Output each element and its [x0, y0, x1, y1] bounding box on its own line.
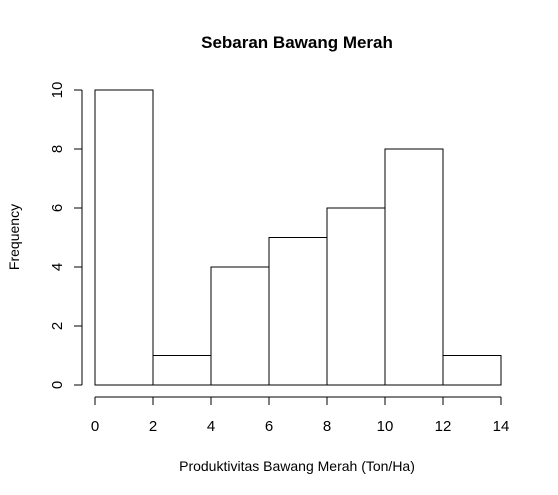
y-tick-label-4: 8	[49, 145, 66, 153]
y-tick-label-2: 4	[49, 263, 66, 271]
y-tick-label-5: 10	[49, 82, 66, 99]
x-tick-label-4: 8	[323, 418, 331, 435]
histogram-bar-4	[326, 207, 386, 386]
x-tick-label-2: 4	[207, 418, 215, 435]
chart-title: Sebaran Bawang Merah	[201, 33, 393, 52]
histogram-bar-5	[384, 148, 444, 386]
x-tick-label-0: 0	[91, 418, 99, 435]
histogram-bar-2	[210, 266, 270, 386]
histogram-bar-0	[94, 89, 154, 386]
bar-group	[94, 89, 502, 386]
x-axis: 0 2 4 6 8 10 12 14	[91, 396, 510, 435]
x-tick-label-1: 2	[149, 418, 157, 435]
y-tick-label-1: 2	[49, 322, 66, 330]
x-tick-label-7: 14	[493, 418, 510, 435]
x-axis-label: Produktivitas Bawang Merah (Ton/Ha)	[179, 458, 415, 474]
histogram-bar-1	[152, 355, 212, 386]
histogram-bar-6	[442, 355, 502, 386]
y-tick-label-3: 6	[49, 204, 66, 212]
x-tick-label-6: 12	[435, 418, 452, 435]
y-axis: 0 2 4 6 8 10	[49, 82, 83, 389]
x-tick-label-3: 6	[265, 418, 273, 435]
y-tick-label-0: 0	[49, 381, 66, 389]
x-tick-label-5: 10	[377, 418, 394, 435]
histogram-bar-3	[268, 237, 328, 386]
y-axis-label: Frequency	[6, 204, 22, 270]
